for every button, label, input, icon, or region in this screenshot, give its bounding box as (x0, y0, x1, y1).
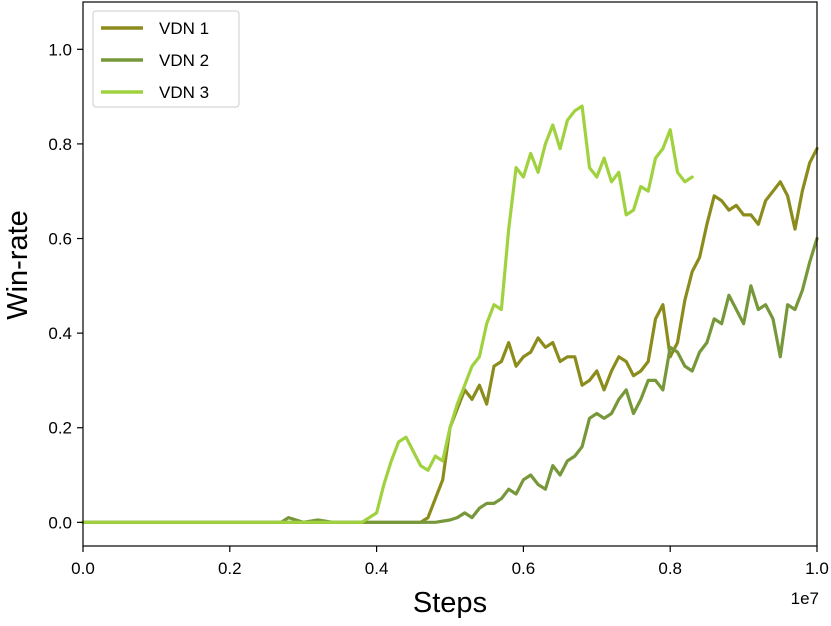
x-axis-title: Steps (413, 587, 487, 619)
y-tick-label: 1.0 (48, 40, 72, 59)
series-line-vdn-3 (81, 104, 694, 524)
legend: VDN 1 VDN 2 VDN 3 (92, 10, 240, 108)
series-line-vdn-2 (81, 236, 819, 524)
x-tick-label: 1.0 (805, 559, 829, 578)
x-tick-label: 0.0 (71, 559, 95, 578)
x-tick-label: 0.6 (512, 559, 536, 578)
legend-label: VDN 1 (159, 19, 209, 38)
x-tick-label: 0.4 (365, 559, 389, 578)
x-tick-label: 0.8 (658, 559, 682, 578)
plot-frame (82, 1, 818, 547)
y-axis-title: Win-rate (2, 210, 34, 320)
legend-label: VDN 3 (159, 83, 209, 102)
y-tick-label: 0.4 (48, 324, 72, 343)
y-tick-label: 0.0 (48, 513, 72, 532)
series-layer (81, 104, 819, 524)
series-line-vdn-1 (81, 147, 819, 524)
x-axis-offset-label: 1e7 (791, 589, 819, 608)
axes-layer: 0.0 0.2 0.4 0.6 0.8 1.0 0.0 0.2 0.4 0.6 0.8 1.0 (48, 40, 828, 578)
y-tick-label: 0.2 (48, 419, 72, 438)
y-tick-label: 0.6 (48, 230, 72, 249)
legend-box (92, 10, 240, 108)
y-tick-label: 0.8 (48, 135, 72, 154)
legend-label: VDN 2 (159, 51, 209, 70)
x-tick-label: 0.2 (218, 559, 242, 578)
